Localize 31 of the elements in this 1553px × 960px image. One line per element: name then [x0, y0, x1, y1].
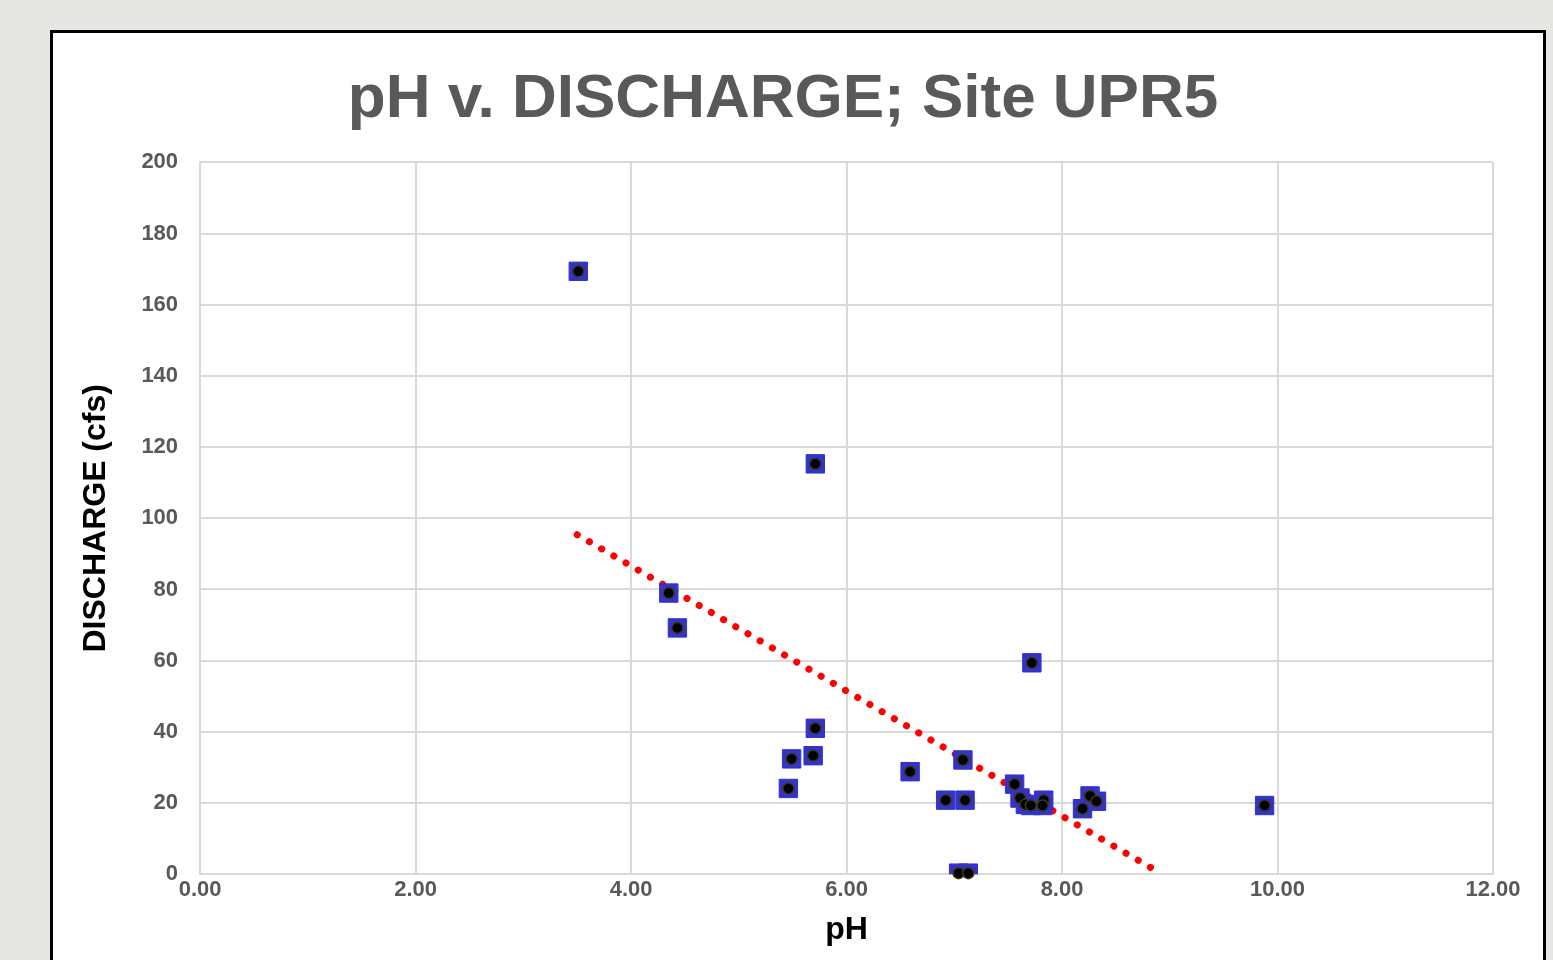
point: [568, 261, 588, 281]
y-tick-label: 200: [141, 148, 179, 174]
x-tick-label: 4.00: [609, 876, 653, 902]
y-tick-label: 160: [141, 290, 179, 316]
y-tick-label: 60: [153, 646, 179, 672]
y-tick-label: 120: [141, 433, 179, 459]
y-tick-label: 80: [153, 575, 179, 601]
x-tick-label: 10.00: [1249, 876, 1306, 902]
chart-title: pH v. DISCHARGE; Site UPR5: [347, 61, 1219, 131]
y-tick-label: 40: [153, 717, 179, 743]
point: [803, 745, 823, 766]
y-tick-label: 140: [141, 362, 179, 387]
y-tick-label: 180: [141, 219, 179, 245]
point: [805, 454, 825, 474]
x-tick-label: 8.00: [1040, 876, 1084, 902]
y-tick-label: 0: [165, 860, 179, 886]
y-tick-label: 20: [153, 789, 179, 815]
point: [935, 790, 956, 810]
x-axis-title: pH: [825, 909, 868, 946]
y-axis-title: DISCHARGE (cfs): [76, 384, 113, 653]
point: [778, 778, 799, 799]
point: [667, 618, 688, 638]
point: [900, 762, 920, 782]
point: [805, 718, 825, 738]
x-tick-label: 12.00: [1465, 876, 1521, 902]
y-tick-label: 100: [141, 504, 179, 530]
x-tick-label: 0.00: [178, 876, 222, 902]
x-tick-label: 6.00: [825, 876, 868, 902]
point: [1254, 795, 1275, 816]
point: [781, 749, 802, 769]
x-tick-label: 2.00: [394, 876, 437, 902]
